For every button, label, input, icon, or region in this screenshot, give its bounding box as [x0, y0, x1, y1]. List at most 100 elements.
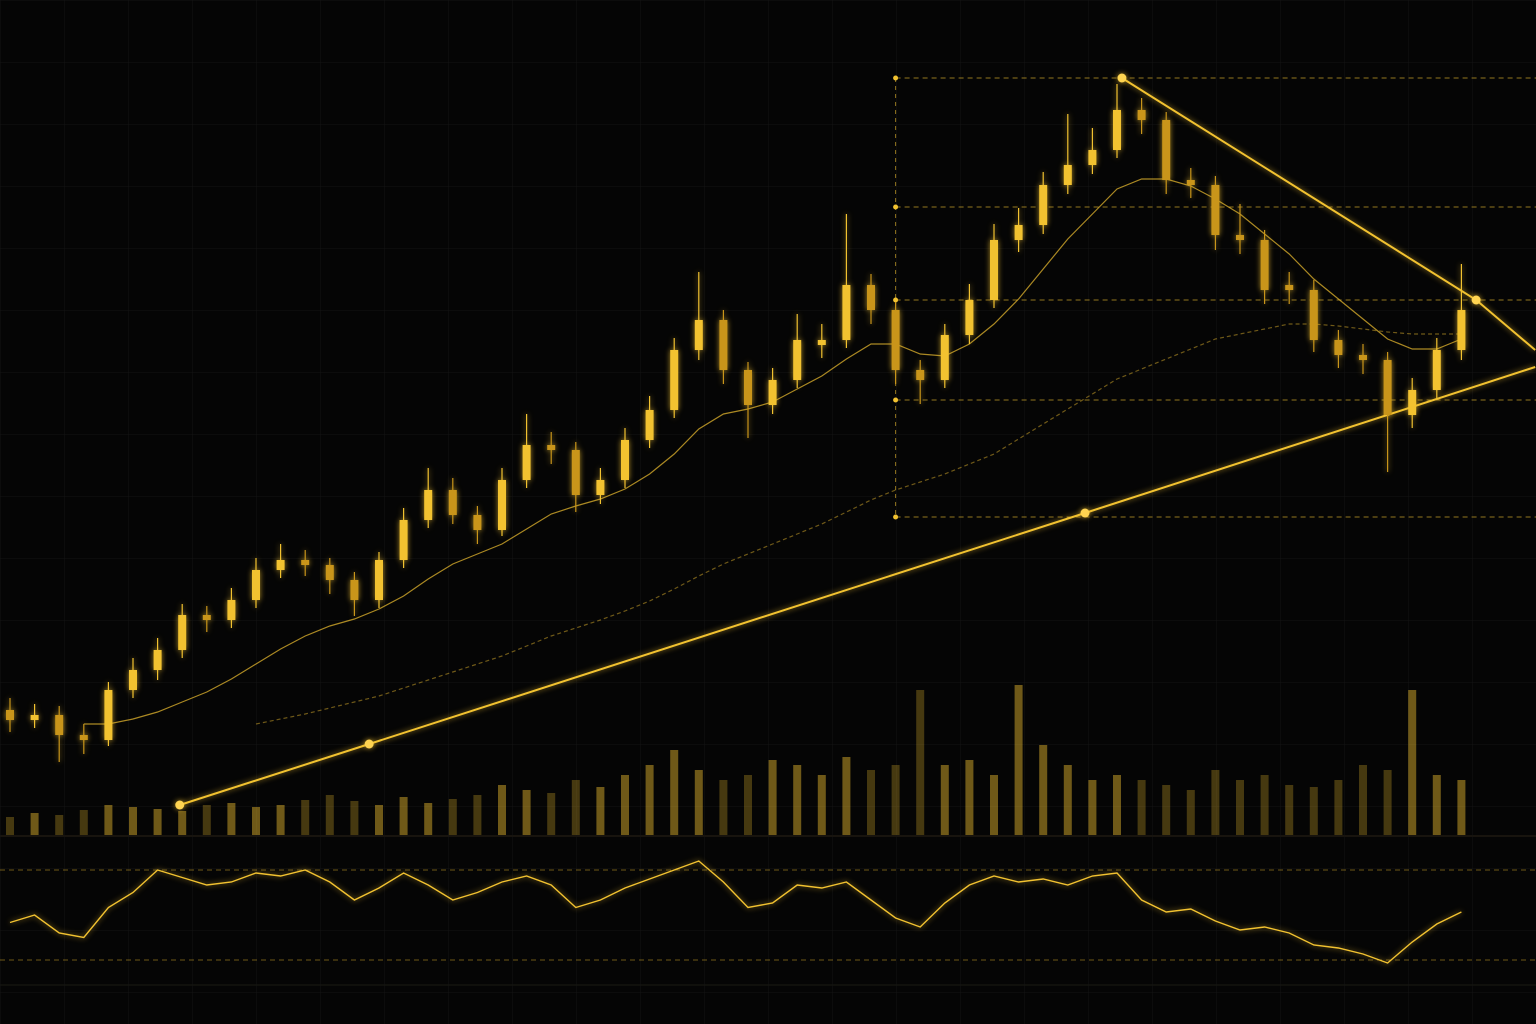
candle-body	[1285, 285, 1294, 290]
volume-bar	[178, 811, 187, 835]
candle	[1211, 176, 1220, 250]
candle	[768, 368, 777, 414]
volume-bar	[694, 770, 703, 835]
candle-body	[645, 410, 654, 440]
volume-bar	[227, 803, 236, 835]
trendline-anchor	[1117, 73, 1127, 83]
candle	[6, 698, 14, 732]
candle-body	[399, 520, 408, 560]
candle-body	[768, 380, 777, 405]
candle-body	[325, 565, 334, 580]
candle	[424, 468, 433, 528]
volume-bar	[55, 815, 64, 835]
candle	[153, 638, 162, 680]
candle	[227, 588, 236, 628]
volume-bar	[891, 765, 900, 835]
volume-bar	[1186, 790, 1195, 835]
candle-body	[129, 670, 137, 690]
candle-body	[1088, 150, 1097, 165]
candle-body	[30, 715, 39, 720]
candle	[645, 396, 654, 448]
candle-body	[1186, 180, 1195, 185]
candle-body	[1162, 120, 1171, 180]
candle	[276, 544, 285, 578]
volume-bar	[596, 787, 605, 835]
candle-body	[448, 490, 457, 515]
volume-bar	[325, 795, 334, 835]
candle-body	[670, 350, 679, 410]
candle	[473, 506, 482, 544]
volume-bar	[1309, 787, 1318, 835]
candle-body	[990, 240, 998, 300]
candle	[571, 442, 580, 512]
candle-body	[694, 320, 703, 350]
candle	[1383, 352, 1392, 472]
volume-bar	[768, 760, 777, 835]
candle-body	[571, 450, 580, 495]
volume-bar	[375, 805, 383, 835]
volume-bar	[571, 780, 580, 835]
candle	[79, 724, 88, 754]
volume-bar	[1432, 775, 1441, 835]
volume-bar	[621, 775, 629, 835]
candle	[30, 704, 39, 728]
candle-body	[1383, 360, 1392, 415]
candle	[104, 682, 113, 746]
candle	[1113, 84, 1121, 158]
candle	[498, 468, 506, 536]
volume-bar	[6, 817, 14, 835]
volume-bar	[252, 807, 260, 835]
candle	[694, 272, 703, 360]
candle-body	[276, 560, 285, 570]
candle	[793, 314, 802, 388]
candle	[1334, 330, 1343, 368]
candle	[1186, 168, 1195, 198]
candle	[1359, 344, 1367, 374]
volume-bar	[350, 801, 359, 835]
volume-bar	[522, 790, 531, 835]
volume-bar	[276, 805, 285, 835]
candle-body	[473, 515, 482, 530]
candle	[1014, 208, 1023, 252]
candle-body	[1334, 340, 1343, 355]
candle-body	[1359, 355, 1367, 360]
candle	[1432, 338, 1441, 398]
volume-bar	[990, 775, 998, 835]
volume-bar	[1211, 770, 1220, 835]
volume-bar	[1236, 780, 1244, 835]
volume-bar	[719, 780, 728, 835]
candle-body	[1408, 390, 1417, 415]
candle-body	[1014, 225, 1023, 240]
candle-body	[842, 285, 851, 340]
candle	[350, 572, 359, 616]
volume-bar	[424, 803, 433, 835]
candle	[817, 324, 826, 358]
candle-body	[153, 650, 162, 670]
candle-body	[301, 560, 310, 565]
level-anchor	[893, 514, 899, 520]
candle-body	[547, 445, 556, 450]
candle	[744, 362, 752, 438]
candle-body	[1063, 165, 1072, 185]
candle	[1162, 112, 1171, 194]
candle	[621, 428, 629, 488]
trendline-anchor	[1080, 508, 1090, 518]
candle-body	[178, 615, 187, 650]
volume-bar	[79, 810, 88, 835]
candle	[916, 360, 925, 404]
candle-body	[375, 560, 383, 600]
candle	[129, 658, 137, 698]
candle	[1039, 172, 1048, 234]
level-anchor	[893, 297, 899, 303]
volume-bar	[670, 750, 679, 835]
volume-bar	[30, 813, 39, 835]
candle-body	[1113, 110, 1121, 150]
candle-body	[621, 440, 629, 480]
volume-bar	[817, 775, 826, 835]
trendline	[179, 366, 1536, 806]
candle-body	[1260, 240, 1269, 290]
volume-bar	[1137, 780, 1146, 835]
volume-bar	[301, 800, 310, 835]
